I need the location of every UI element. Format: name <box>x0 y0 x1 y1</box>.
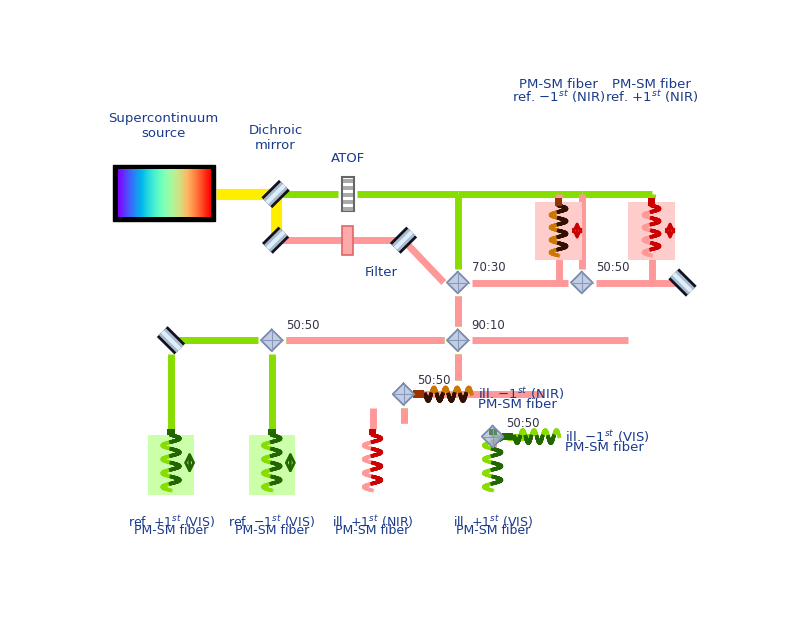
Bar <box>648 198 655 205</box>
Polygon shape <box>447 272 469 294</box>
Text: ref. −1$^{st}$ (NIR): ref. −1$^{st}$ (NIR) <box>512 88 605 105</box>
Polygon shape <box>393 383 415 405</box>
Text: ill. −1$^{st}$ (NIR): ill. −1$^{st}$ (NIR) <box>478 386 565 402</box>
Text: 90:10: 90:10 <box>471 318 505 332</box>
Polygon shape <box>261 330 283 351</box>
Text: ill. +1$^{st}$ (VIS): ill. +1$^{st}$ (VIS) <box>453 514 533 530</box>
Polygon shape <box>571 272 593 294</box>
Bar <box>502 433 513 440</box>
Text: ATOF: ATOF <box>330 152 364 165</box>
Bar <box>167 429 175 435</box>
Bar <box>629 202 675 260</box>
Text: PM-SM fiber: PM-SM fiber <box>455 524 530 537</box>
Bar <box>343 187 353 190</box>
Bar <box>343 179 353 183</box>
Text: Filter: Filter <box>364 266 398 279</box>
Bar <box>555 198 562 205</box>
Bar <box>343 207 353 211</box>
Bar <box>343 200 353 204</box>
Text: ill. +1$^{st}$ (NIR): ill. +1$^{st}$ (NIR) <box>331 514 413 530</box>
Text: 70:30: 70:30 <box>471 261 505 274</box>
Bar <box>343 193 353 197</box>
Text: ref. −1$^{st}$ (VIS): ref. −1$^{st}$ (VIS) <box>228 514 315 530</box>
Text: 50:50: 50:50 <box>595 261 629 274</box>
Polygon shape <box>447 330 469 351</box>
Text: PM-SM fiber: PM-SM fiber <box>235 524 309 537</box>
Text: ill. −1$^{st}$ (VIS): ill. −1$^{st}$ (VIS) <box>565 428 650 445</box>
Polygon shape <box>482 426 504 447</box>
Text: PM-SM fiber: PM-SM fiber <box>519 78 598 91</box>
Bar <box>147 435 194 495</box>
Bar <box>343 177 354 211</box>
Text: 50:50: 50:50 <box>286 318 319 332</box>
Polygon shape <box>261 330 283 351</box>
Polygon shape <box>447 272 469 294</box>
Text: ref. +1$^{st}$ (NIR): ref. +1$^{st}$ (NIR) <box>605 88 698 105</box>
Text: PM-SM fiber: PM-SM fiber <box>335 524 410 537</box>
Text: PM-SM fiber: PM-SM fiber <box>134 524 208 537</box>
Text: PM-SM fiber: PM-SM fiber <box>565 441 644 454</box>
Polygon shape <box>571 272 593 294</box>
Text: Supercontinuum
source: Supercontinuum source <box>108 112 219 140</box>
Bar <box>488 429 497 435</box>
Text: PM-SM fiber: PM-SM fiber <box>612 78 691 91</box>
Text: ref. +1$^{st}$ (VIS): ref. +1$^{st}$ (VIS) <box>127 514 215 530</box>
Polygon shape <box>482 426 504 447</box>
Bar <box>249 435 295 495</box>
Bar <box>268 429 275 435</box>
Bar <box>535 202 582 260</box>
Bar <box>343 226 353 255</box>
Text: 50:50: 50:50 <box>506 417 540 430</box>
Bar <box>113 165 215 221</box>
Polygon shape <box>393 383 415 405</box>
Polygon shape <box>447 330 469 351</box>
Text: 50:50: 50:50 <box>417 374 451 387</box>
Text: PM-SM fiber: PM-SM fiber <box>478 399 556 412</box>
Text: Dichroic
mirror: Dichroic mirror <box>249 124 303 152</box>
Bar <box>369 429 377 435</box>
Bar <box>413 391 424 398</box>
